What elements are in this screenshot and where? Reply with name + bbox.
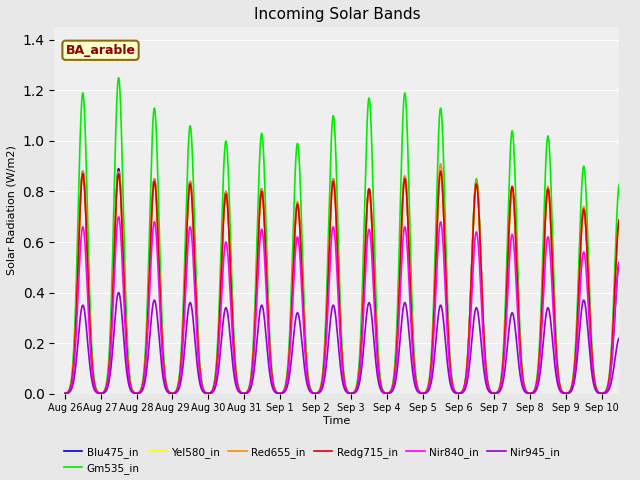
Yel580_in [79, 171, 86, 177]
Nir840_in [516, 351, 524, 357]
Redg715_in [268, 375, 276, 381]
Redg715_in [436, 168, 444, 174]
Line: Nir840_in: Nir840_in [65, 217, 637, 394]
Red655_in [61, 391, 68, 396]
Yel580_in [598, 391, 605, 396]
X-axis label: Time: Time [323, 416, 351, 426]
Nir945_in [115, 289, 122, 295]
Nir945_in [486, 389, 493, 395]
Blu475_in [90, 377, 97, 383]
Title: Incoming Solar Bands: Incoming Solar Bands [253, 7, 420, 22]
Gm535_in [61, 391, 68, 396]
Red655_in [634, 391, 640, 396]
Gm535_in [115, 75, 122, 81]
Nir945_in [90, 385, 97, 391]
Gm535_in [400, 98, 408, 104]
Line: Gm535_in: Gm535_in [65, 78, 637, 394]
Red655_in [516, 339, 524, 345]
Redg715_in [400, 183, 408, 189]
Nir840_in [61, 391, 68, 396]
Blu475_in [115, 166, 122, 172]
Red655_in [436, 161, 444, 167]
Nir945_in [425, 387, 433, 393]
Nir945_in [268, 384, 276, 390]
Red655_in [486, 386, 493, 392]
Gm535_in [268, 371, 276, 377]
Red655_in [90, 377, 97, 383]
Redg715_in [90, 377, 97, 383]
Blu475_in [268, 375, 276, 381]
Blu475_in [61, 391, 68, 396]
Yel580_in [400, 182, 408, 188]
Gm535_in [90, 372, 97, 377]
Blu475_in [486, 386, 493, 392]
Yel580_in [486, 386, 493, 392]
Blu475_in [516, 340, 524, 346]
Red655_in [425, 383, 433, 388]
Blu475_in [598, 391, 605, 396]
Yel580_in [516, 341, 524, 347]
Nir840_in [425, 384, 433, 390]
Nir840_in [400, 228, 408, 234]
Nir945_in [598, 391, 605, 396]
Nir840_in [90, 380, 97, 386]
Nir840_in [115, 214, 122, 220]
Blu475_in [634, 391, 640, 396]
Redg715_in [425, 383, 433, 388]
Nir840_in [598, 391, 605, 396]
Blu475_in [425, 383, 433, 388]
Gm535_in [516, 326, 524, 332]
Legend: Blu475_in, Gm535_in, Yel580_in, Red655_in, Redg715_in, Nir840_in, Nir945_in: Blu475_in, Gm535_in, Yel580_in, Red655_i… [60, 443, 564, 478]
Yel580_in [634, 391, 640, 396]
Redg715_in [634, 391, 640, 396]
Y-axis label: Solar Radiation (W/m2): Solar Radiation (W/m2) [7, 145, 17, 276]
Nir945_in [634, 391, 640, 396]
Nir945_in [61, 391, 68, 396]
Redg715_in [516, 339, 524, 345]
Redg715_in [61, 391, 68, 396]
Text: BA_arable: BA_arable [65, 44, 136, 57]
Yel580_in [268, 375, 276, 381]
Line: Red655_in: Red655_in [65, 164, 637, 394]
Line: Yel580_in: Yel580_in [65, 174, 637, 394]
Nir840_in [634, 391, 640, 396]
Yel580_in [90, 377, 98, 383]
Gm535_in [598, 391, 605, 396]
Nir945_in [400, 302, 408, 308]
Redg715_in [486, 386, 493, 392]
Gm535_in [425, 380, 433, 386]
Gm535_in [634, 391, 640, 396]
Nir945_in [516, 371, 524, 376]
Gm535_in [486, 386, 493, 392]
Nir840_in [486, 387, 493, 393]
Line: Nir945_in: Nir945_in [65, 292, 637, 394]
Red655_in [598, 391, 605, 396]
Nir840_in [268, 378, 276, 384]
Line: Blu475_in: Blu475_in [65, 169, 637, 394]
Yel580_in [425, 383, 433, 388]
Blu475_in [400, 180, 408, 185]
Red655_in [400, 180, 408, 186]
Line: Redg715_in: Redg715_in [65, 171, 637, 394]
Red655_in [268, 375, 276, 381]
Yel580_in [61, 391, 68, 396]
Redg715_in [598, 391, 605, 396]
